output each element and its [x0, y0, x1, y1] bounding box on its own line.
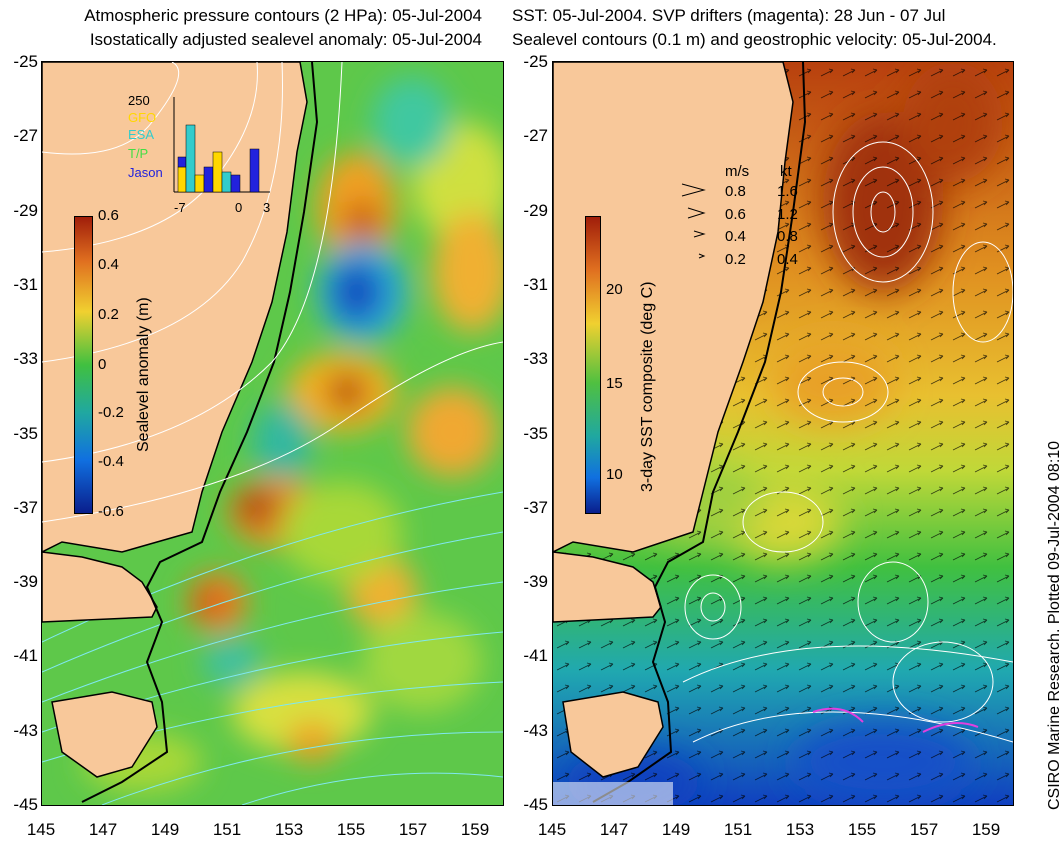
- left-title-line1: Atmospheric pressure contours (2 HPa): 0…: [84, 6, 482, 25]
- drifter-track: [812, 707, 864, 723]
- hist-legend-jason: Jason: [128, 165, 163, 180]
- sla-tick-0: 0.6: [98, 207, 119, 224]
- latitude-tick: -37: [523, 497, 548, 517]
- sst-colorbar: [585, 216, 601, 514]
- sst-map-canvas: [553, 62, 1013, 805]
- velocity-row-2-ms: 0.4: [725, 228, 746, 245]
- longitude-tick: 145: [537, 820, 567, 839]
- hist-xtick-2: 3: [263, 200, 271, 215]
- velocity-row-2-kt: 0.8: [777, 228, 798, 245]
- altimeter-histogram: [173, 97, 270, 193]
- sst-tick-10: 10: [606, 466, 623, 483]
- tasmania: [51, 691, 158, 778]
- latitude-tick: -33: [13, 349, 38, 369]
- latitude-tick: -27: [13, 126, 38, 146]
- longitude-tick: 159: [971, 820, 1001, 839]
- latitude-tick: -29: [13, 200, 38, 220]
- latitude-tick: -45: [13, 795, 38, 814]
- sealevel-contours: [682, 141, 1013, 743]
- tasmania: [562, 691, 664, 778]
- velocity-row-1-kt: 1.2: [777, 206, 798, 223]
- hist-legend-esa: ESA: [128, 127, 155, 142]
- longitude-tick: 155: [847, 820, 877, 839]
- latitude-tick: -43: [13, 720, 38, 740]
- sla-tick-2: 0.2: [98, 306, 119, 323]
- longitude-tick: 153: [785, 820, 815, 839]
- latitude-tick: -31: [523, 274, 548, 294]
- sst-tick-15: 15: [606, 375, 623, 392]
- latitude-tick: -25: [523, 52, 548, 71]
- velocity-legend-arrows: [681, 183, 706, 259]
- sla-field: [82, 77, 503, 792]
- velocity-row-0-ms: 0.8: [725, 183, 746, 200]
- mainland-australia: [42, 62, 308, 553]
- longitude-tick: 157: [398, 820, 428, 839]
- velocity-row-0-kt: 1.6: [777, 183, 798, 200]
- latitude-tick: -39: [13, 572, 38, 592]
- latitude-tick: -39: [523, 572, 548, 592]
- sla-tick-4: -0.2: [98, 404, 124, 421]
- left-title-line2: Isostatically adjusted sealevel anomaly:…: [89, 30, 482, 49]
- latitude-tick: -27: [523, 126, 548, 146]
- drifter-track: [922, 722, 979, 733]
- sealevel-map-canvas: [42, 62, 503, 805]
- longitude-tick: 151: [723, 820, 753, 839]
- latitude-tick: -41: [13, 646, 38, 666]
- latitude-tick: -31: [13, 274, 38, 294]
- longitude-tick: 145: [26, 820, 56, 839]
- longitude-tick: 147: [599, 820, 629, 839]
- mainland-australia: [553, 62, 794, 553]
- latitude-tick: -29: [523, 200, 548, 220]
- sla-tick-1: 0.4: [98, 256, 119, 273]
- right-title-line1: SST: 05-Jul-2004. SVP drifters (magenta)…: [512, 6, 946, 25]
- latitude-tick: -25: [13, 52, 38, 71]
- cloud-mask: [553, 782, 673, 805]
- longitude-tick: 147: [88, 820, 118, 839]
- hist-legend-tp: T/P: [128, 146, 149, 161]
- shelf-isobath: [592, 62, 807, 803]
- shelf-isobath: [81, 62, 319, 803]
- latitude-tick: -37: [13, 497, 38, 517]
- right-title-line2: Sealevel contours (0.1 m) and geostrophi…: [512, 30, 997, 49]
- longitude-tick: 151: [212, 820, 242, 839]
- longitude-tick: 149: [661, 820, 691, 839]
- latitude-tick: -41: [523, 646, 548, 666]
- hist-xtick-1: 0: [235, 200, 243, 215]
- velocity-legend-header-kt: kt: [780, 163, 792, 180]
- hist-xtick-0: -7: [174, 200, 186, 215]
- sealevel-colorbar: [74, 216, 93, 514]
- velocity-row-3-kt: 0.4: [777, 251, 798, 268]
- velocity-legend-header-ms: m/s: [725, 163, 750, 180]
- latitude-tick: -43: [523, 720, 548, 740]
- velocity-row-1-ms: 0.6: [725, 206, 746, 223]
- hist-legend-gfo: GFO: [128, 110, 157, 125]
- velocity-row-3-ms: 0.2: [725, 251, 746, 268]
- hist-top-label: 250: [128, 93, 150, 108]
- longitude-tick: 149: [150, 820, 180, 839]
- longitude-tick: 153: [274, 820, 304, 839]
- latitude-tick: -35: [523, 423, 548, 443]
- sla-colorbar-label: Sealevel anomaly (m): [135, 297, 152, 452]
- latitude-tick: -33: [523, 349, 548, 369]
- sst-colorbar-label: 3-day SST composite (deg C): [639, 281, 656, 492]
- latitude-tick: -45: [523, 795, 548, 814]
- credit-text: CSIRO Marine Research. Plotted 09-Jul-20…: [1046, 440, 1063, 810]
- sst-tick-20: 20: [606, 281, 623, 298]
- longitude-tick: 155: [336, 820, 366, 839]
- sla-tick-6: -0.6: [98, 503, 124, 520]
- sealevel-anomaly-map: [41, 61, 504, 806]
- latitude-tick: -35: [13, 423, 38, 443]
- longitude-tick: 159: [460, 820, 490, 839]
- sst-map: [552, 61, 1014, 806]
- longitude-tick: 157: [909, 820, 939, 839]
- sla-tick-5: -0.4: [98, 453, 124, 470]
- sla-tick-3: 0: [98, 356, 107, 373]
